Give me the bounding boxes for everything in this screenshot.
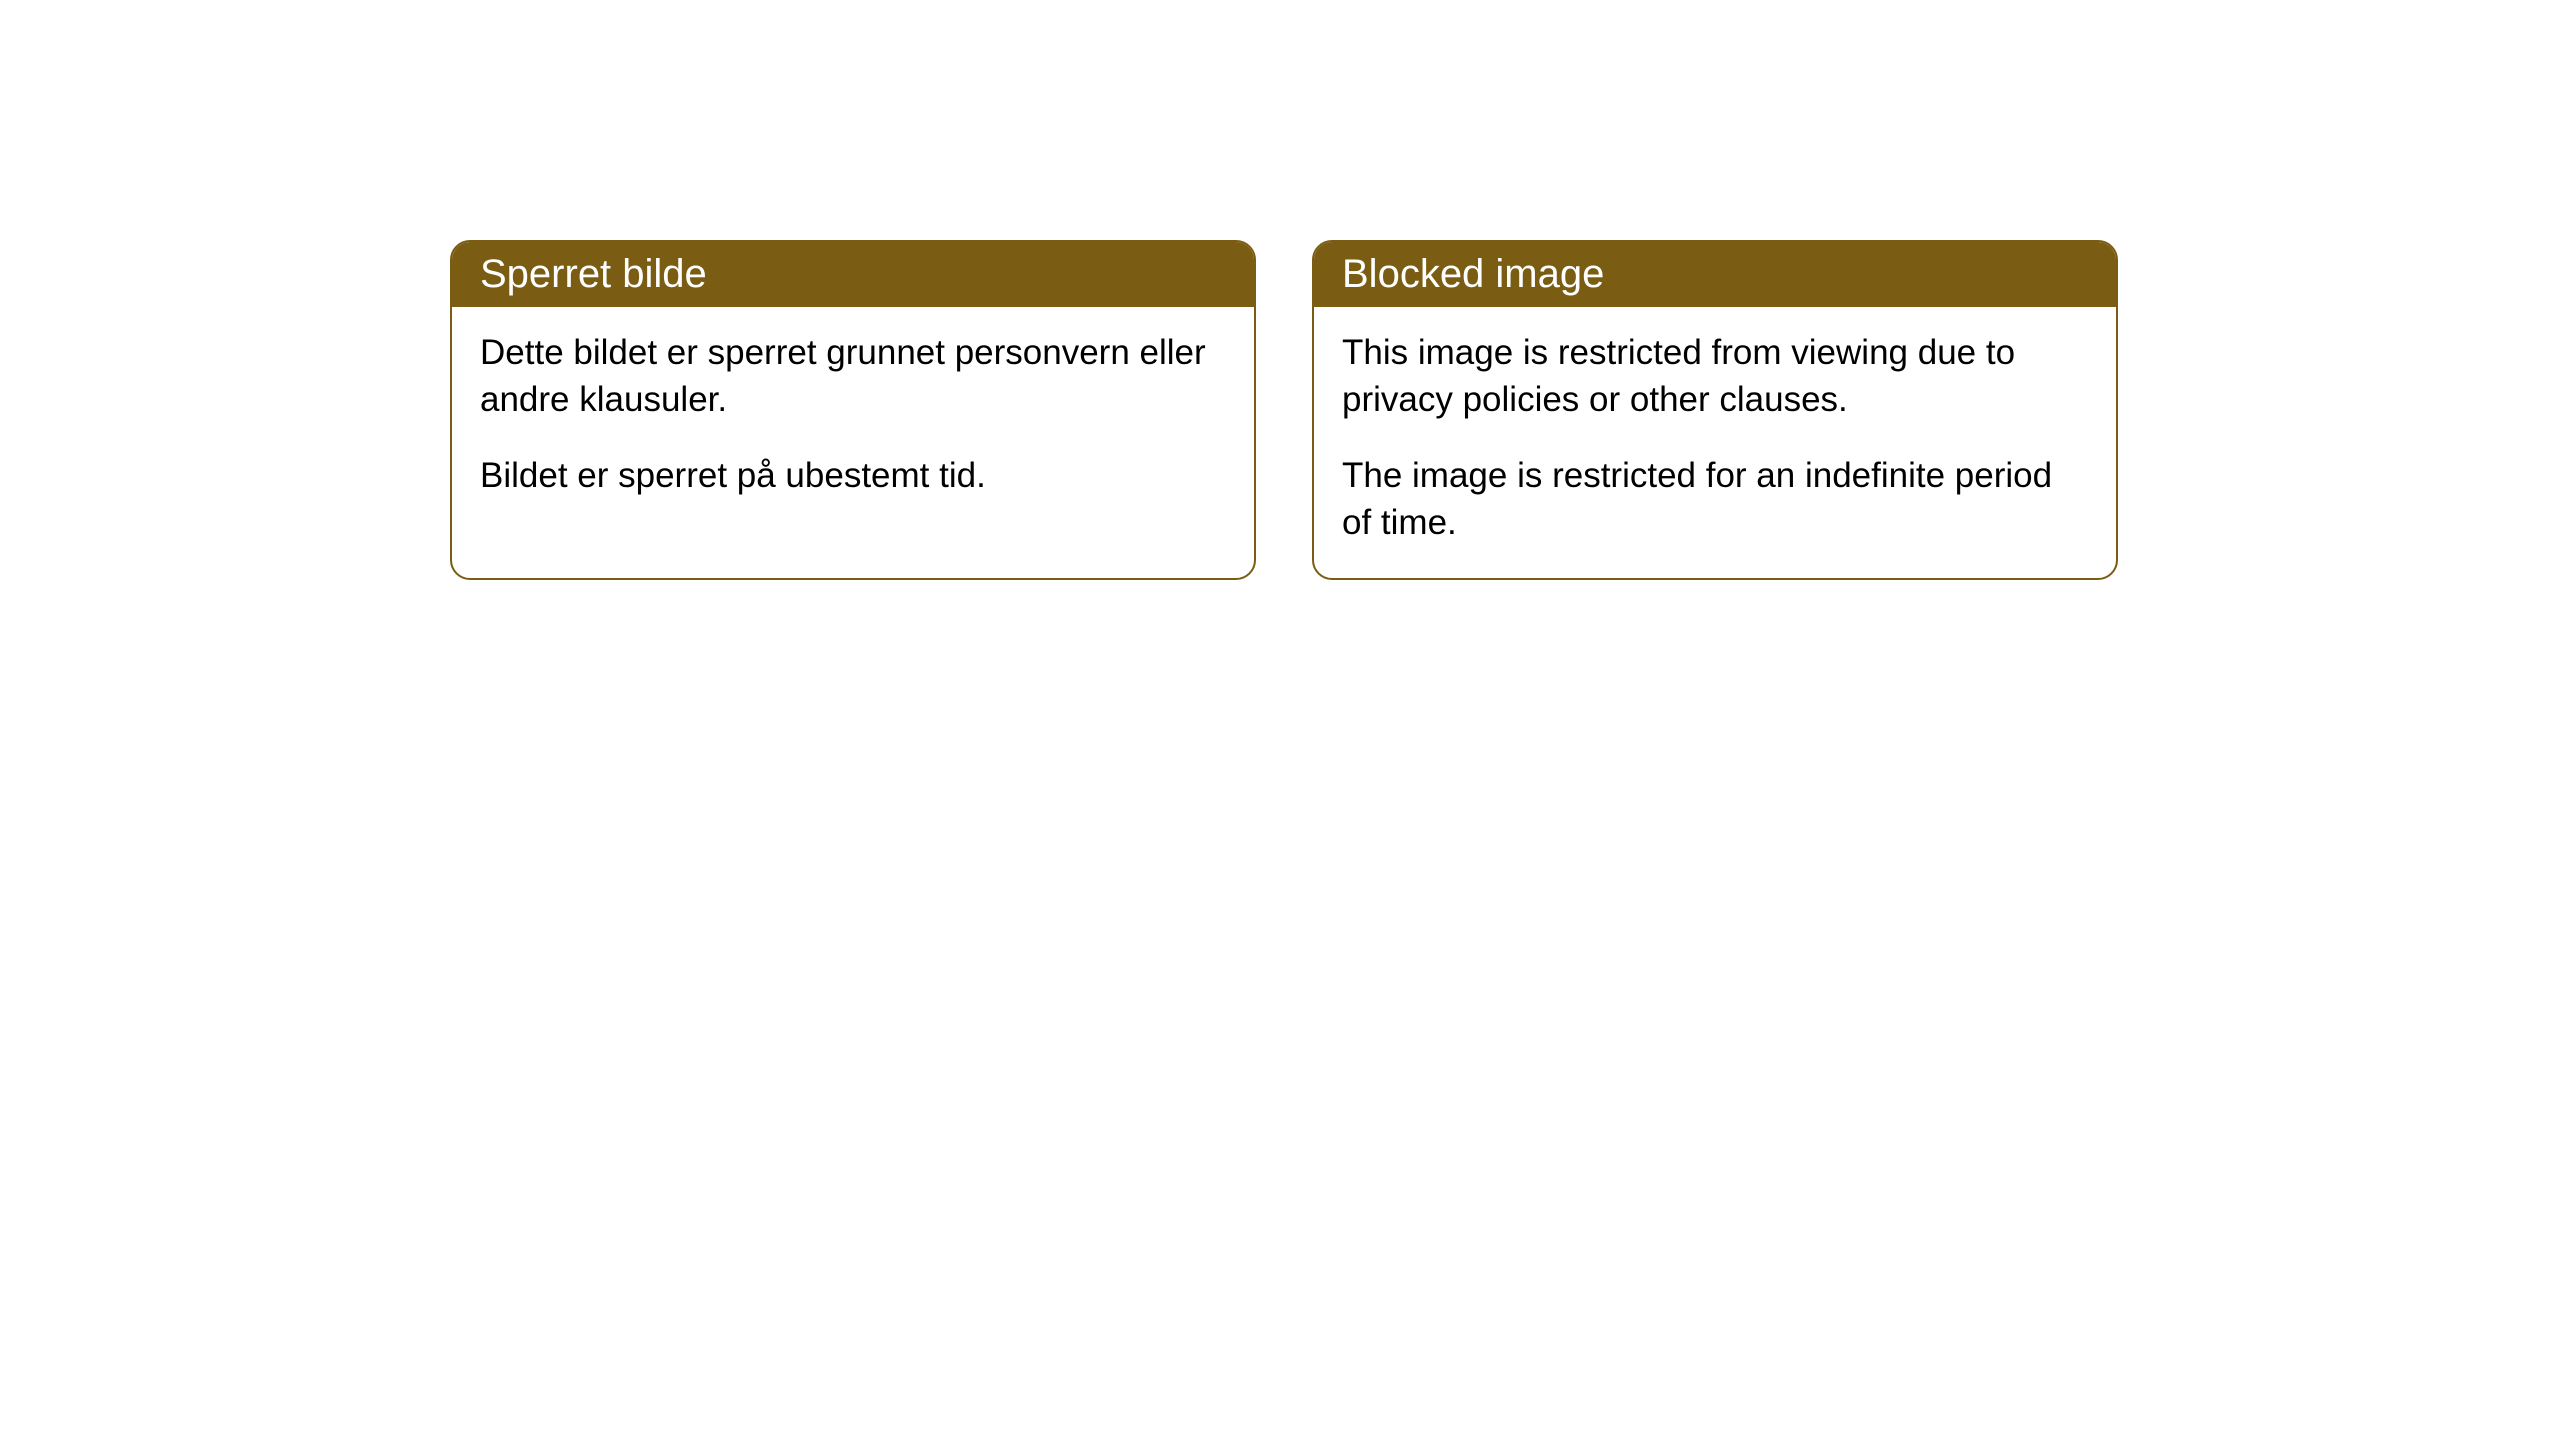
card-text-paragraph: Dette bildet er sperret grunnet personve… [480,329,1226,424]
card-body-english: This image is restricted from viewing du… [1314,307,2116,578]
card-body-norwegian: Dette bildet er sperret grunnet personve… [452,307,1254,531]
card-text-paragraph: This image is restricted from viewing du… [1342,329,2088,424]
card-text-paragraph: The image is restricted for an indefinit… [1342,452,2088,547]
card-header-english: Blocked image [1314,242,2116,307]
card-text-paragraph: Bildet er sperret på ubestemt tid. [480,452,1226,499]
card-header-norwegian: Sperret bilde [452,242,1254,307]
card-english: Blocked image This image is restricted f… [1312,240,2118,580]
card-norwegian: Sperret bilde Dette bildet er sperret gr… [450,240,1256,580]
cards-container: Sperret bilde Dette bildet er sperret gr… [0,0,2560,580]
